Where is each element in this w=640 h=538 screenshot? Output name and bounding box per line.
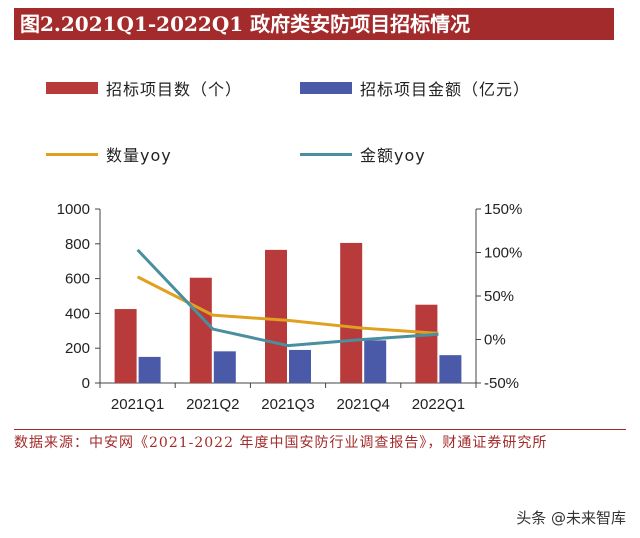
watermark: 头条 @未来智库 <box>516 509 626 527</box>
bar-count <box>114 309 137 383</box>
x-axis-category-label: 2021Q3 <box>261 396 314 413</box>
source-note: 数据来源：中安网《2021-2022 年度中国安防行业调查报告》，财通证券研究所 <box>14 435 548 451</box>
bar-count <box>189 277 212 383</box>
legend-item-amount-bars: 招标项目金额（亿元） <box>300 76 530 100</box>
left-axis-tick-label: 200 <box>65 340 90 357</box>
left-axis-tick-label: 1000 <box>57 201 90 218</box>
left-axis-tick-label: 0 <box>82 375 90 392</box>
bar-amount <box>439 355 462 383</box>
line-count-yoy <box>136 275 439 335</box>
legend-item-amount-line: 金额yoy <box>300 142 426 166</box>
left-axis-tick-label: 800 <box>65 236 90 253</box>
bar-amount <box>213 351 236 383</box>
chart-canvas: 0 200 400 600 800 1000 -50% 0% 50% 100% 150% 2021Q1… <box>57 201 523 413</box>
line-amount-yoy <box>136 248 439 348</box>
legend-swatch-count-line <box>46 152 98 156</box>
left-axis-tick-label: 600 <box>65 271 90 288</box>
right-axis-tick-label: -50% <box>484 375 519 392</box>
legend-label-amount-line: 金额yoy <box>360 146 426 165</box>
x-axis-category-label: 2021Q4 <box>337 396 390 413</box>
x-axis-category-label: 2021Q2 <box>186 396 239 413</box>
legend-label-amount-bars: 招标项目金额（亿元） <box>360 80 531 99</box>
legend-item-count-line: 数量yoy <box>46 142 172 166</box>
legend-item-count-bars: 招标项目数（个） <box>46 76 242 100</box>
right-axis-tick-label: 0% <box>484 332 506 349</box>
bar-count <box>265 249 287 383</box>
right-axis-tick-label: 150% <box>484 201 522 218</box>
legend-swatch-count-bars <box>46 82 98 94</box>
legend-label-count-bars: 招标项目数（个） <box>106 80 243 99</box>
chart-title: 图2.2021Q1-2022Q1 政府类安防项目招标情况 <box>14 8 614 40</box>
bar-count <box>415 304 438 383</box>
bar-amount <box>364 340 387 383</box>
bar-amount <box>138 356 161 383</box>
bar-count <box>340 242 363 383</box>
legend-swatch-amount-line <box>300 152 352 156</box>
legend-swatch-amount-bars <box>300 82 352 94</box>
source-divider <box>14 429 626 430</box>
x-axis-category-label: 2021Q1 <box>111 396 164 413</box>
x-axis-category-label: 2022Q1 <box>412 396 465 413</box>
right-axis-tick-label: 50% <box>484 288 514 305</box>
bar-amount <box>289 349 311 383</box>
left-axis-tick-label: 400 <box>65 305 90 322</box>
legend-label-count-line: 数量yoy <box>106 146 172 165</box>
right-axis-tick-label: 100% <box>484 245 522 262</box>
